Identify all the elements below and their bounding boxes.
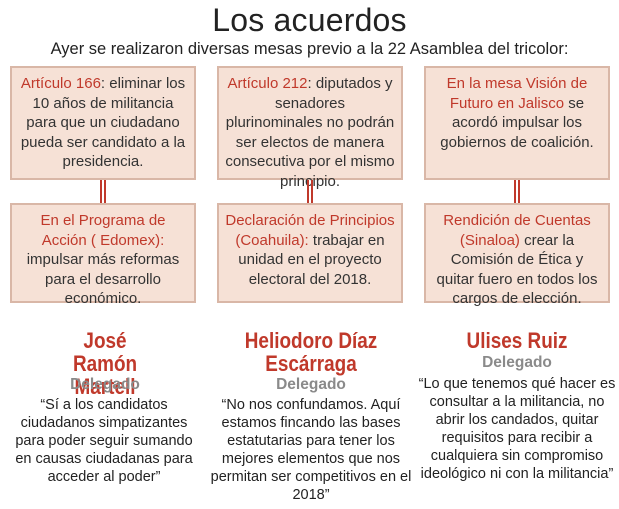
agreement-text: : eliminar los 10 años de militancia par… <box>20 75 186 170</box>
page-subtitle: Ayer se realizaron diversas mesas previo… <box>50 40 569 58</box>
agreement-highlight: En el Programa de Acción ( Edomex): <box>40 212 166 249</box>
agreement-text: impulsar más reformas para el desarrollo… <box>26 251 180 307</box>
delegate-quote: “No nos confundamos. Aquí estamos fincan… <box>210 397 412 503</box>
agreement-highlight: Artículo 212 <box>227 75 308 92</box>
agreement-box-rendicion-cuentas: Rendición de Cuentas (Sinaloa) crear la … <box>424 203 610 307</box>
agreement-highlight: Rendición de Cuentas (Sinaloa) <box>443 212 591 249</box>
agreement-box-programa-accion: En el Programa de Acción ( Edomex): impu… <box>10 203 196 307</box>
agreement-box-articulo-212: Artículo 212: diputados y senadores plur… <box>217 66 403 190</box>
agreement-highlight: En la mesa Visión de Futuro en Jalisco <box>446 75 588 112</box>
delegate-name: Ulises Ruiz <box>466 328 568 353</box>
delegate-role: Delegado <box>70 376 140 393</box>
page-title: Los acuerdos <box>212 2 407 38</box>
connector <box>307 180 313 203</box>
delegate-name: Heliodoro Díaz Escárraga <box>244 328 378 376</box>
delegate-role: Delegado <box>276 376 346 393</box>
delegate-role: Delegado <box>482 354 552 371</box>
delegate-quote: “Lo que tenemos qué hacer es consultar a… <box>418 376 616 482</box>
agreement-highlight: Artículo 166 <box>20 75 101 92</box>
agreement-box-articulo-166: Artículo 166: eliminar los 10 años de mi… <box>10 66 196 180</box>
agreement-highlight: Declaración de Principios (Coahuila): <box>225 212 395 249</box>
connector <box>100 180 106 203</box>
delegate-quote: “Sí a los candidatos ciudadanos simpatiz… <box>15 397 193 485</box>
connector <box>514 180 520 203</box>
agreement-text: : diputados y senadores plurinominales n… <box>225 75 395 190</box>
agreement-box-vision-futuro: En la mesa Visión de Futuro en Jalisco s… <box>424 66 610 180</box>
agreement-text: se acordó impulsar los gobiernos de coal… <box>440 94 594 151</box>
agreement-box-declaracion-principios: Declaración de Principios (Coahuila): tr… <box>217 203 403 303</box>
agreement-text: crear la Comisión de Ética y quitar fuer… <box>436 231 598 308</box>
agreement-text: trabajar en unidad en el proyecto electo… <box>238 231 385 288</box>
delegate-name: José Ramón Martell <box>72 328 138 399</box>
